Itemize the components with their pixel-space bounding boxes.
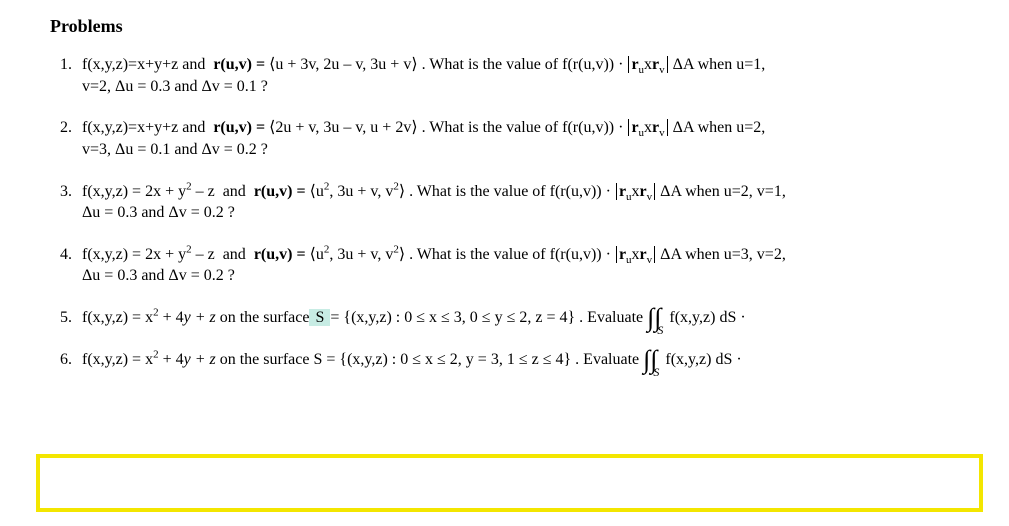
p1-ask: . What is the value of f(r(u,v)) ·	[422, 56, 628, 73]
p4-func: f(x,y,z) = 2x + y2 – z	[82, 246, 215, 263]
p5-teal-highlight: S	[309, 309, 330, 326]
p5-surf-lead: on the surface	[216, 309, 310, 326]
p2-and: and	[182, 119, 205, 136]
page: Problems f(x,y,z)=x+y+z and r(u,v) = u +…	[0, 0, 1009, 410]
heading-problems: Problems	[50, 14, 959, 38]
p3-dA: ΔA when	[656, 183, 724, 200]
p2-r-tuple: 2u + v, 3u – v, u + 2v	[269, 119, 417, 136]
p1-cross: ruxrv	[628, 56, 667, 73]
p1-dA: ΔA when	[669, 56, 737, 73]
problem-1: f(x,y,z)=x+y+z and r(u,v) = u + 3v, 2u –…	[76, 54, 959, 97]
p4-ask: . What is the value of f(r(u,v)) ·	[409, 246, 615, 263]
problem-list: f(x,y,z)=x+y+z and r(u,v) = u + 3v, 2u –…	[50, 54, 959, 370]
p4-r-symbol: r(u,v) =	[254, 246, 310, 263]
p4-and: and	[223, 246, 246, 263]
p3-ask: . What is the value of f(r(u,v)) ·	[409, 183, 615, 200]
p3-r-symbol: r(u,v) =	[254, 183, 310, 200]
p3-func: f(x,y,z) = 2x + y2 – z	[82, 183, 215, 200]
p5-surf-eq: = {(x,y,z) : 0 ≤ x ≤ 3, 0 ≤ y ≤ 2, z = 4…	[330, 309, 647, 326]
p2-r-symbol: r(u,v) =	[213, 119, 269, 136]
p4-dA: ΔA when	[656, 246, 724, 263]
p6-surf-lead: on the surface S = {(x,y,z) : 0 ≤ x ≤ 2,…	[216, 351, 643, 368]
p1-r-tuple: u + 3v, 2u – v, 3u + v	[269, 56, 417, 73]
p2-cond2: v=3, Δu = 0.1 and Δv = 0.2 ?	[82, 141, 268, 158]
p1-line1: f(x,y,z)=x+y+z and r(u,v) = u + 3v, 2u –…	[82, 56, 765, 73]
p1-func: f(x,y,z)=x+y+z	[82, 56, 178, 73]
p1-and: and	[182, 56, 205, 73]
p6-integral: ∫∫S f(x,y,z) dS ·	[643, 351, 742, 368]
p5-integral: ∫∫S f(x,y,z) dS ·	[647, 309, 746, 326]
highlight-box-problem-6	[36, 454, 983, 512]
p2-ask: . What is the value of f(r(u,v)) ·	[422, 119, 628, 136]
p2-cross: ruxrv	[628, 119, 667, 136]
p5-func: f(x,y,z) = x2 + 4y + z	[82, 309, 216, 326]
p3-r-tuple: u2, 3u + v, v2	[310, 183, 405, 200]
p3-and: and	[223, 183, 246, 200]
p6-line: f(x,y,z) = x2 + 4y + z on the surface S …	[82, 351, 742, 368]
p4-cross: ruxrv	[616, 246, 655, 263]
p3-cond2: Δu = 0.3 and Δv = 0.2 ?	[82, 204, 235, 221]
p2-dA: ΔA when	[669, 119, 737, 136]
problem-3: f(x,y,z) = 2x + y2 – z and r(u,v) = u2, …	[76, 181, 959, 224]
p6-func: f(x,y,z) = x2 + 4y + z	[82, 351, 216, 368]
p4-r-tuple: u2, 3u + v, v2	[310, 246, 405, 263]
problem-2: f(x,y,z)=x+y+z and r(u,v) = 2u + v, 3u –…	[76, 117, 959, 160]
problem-4: f(x,y,z) = 2x + y2 – z and r(u,v) = u2, …	[76, 244, 959, 287]
p1-r-symbol: r(u,v) =	[213, 56, 269, 73]
p2-func: f(x,y,z)=x+y+z	[82, 119, 178, 136]
p2-line1: f(x,y,z)=x+y+z and r(u,v) = 2u + v, 3u –…	[82, 119, 765, 136]
p1-cond2: v=2, Δu = 0.3 and Δv = 0.1 ?	[82, 78, 268, 95]
p4-line1: f(x,y,z) = 2x + y2 – z and r(u,v) = u2, …	[82, 246, 786, 263]
p3-line1: f(x,y,z) = 2x + y2 – z and r(u,v) = u2, …	[82, 183, 786, 200]
problem-6: f(x,y,z) = x2 + 4y + z on the surface S …	[76, 349, 959, 371]
p4-cond1: u=3, v=2,	[724, 246, 786, 263]
p5-line: f(x,y,z) = x2 + 4y + z on the surface S …	[82, 309, 746, 326]
p4-cond2: Δu = 0.3 and Δv = 0.2 ?	[82, 267, 235, 284]
p3-cond1: u=2, v=1,	[724, 183, 786, 200]
p2-cond1: u=2,	[736, 119, 765, 136]
p1-cond1: u=1,	[736, 56, 765, 73]
problem-5: f(x,y,z) = x2 + 4y + z on the surface S …	[76, 307, 959, 329]
p3-cross: ruxrv	[616, 183, 655, 200]
